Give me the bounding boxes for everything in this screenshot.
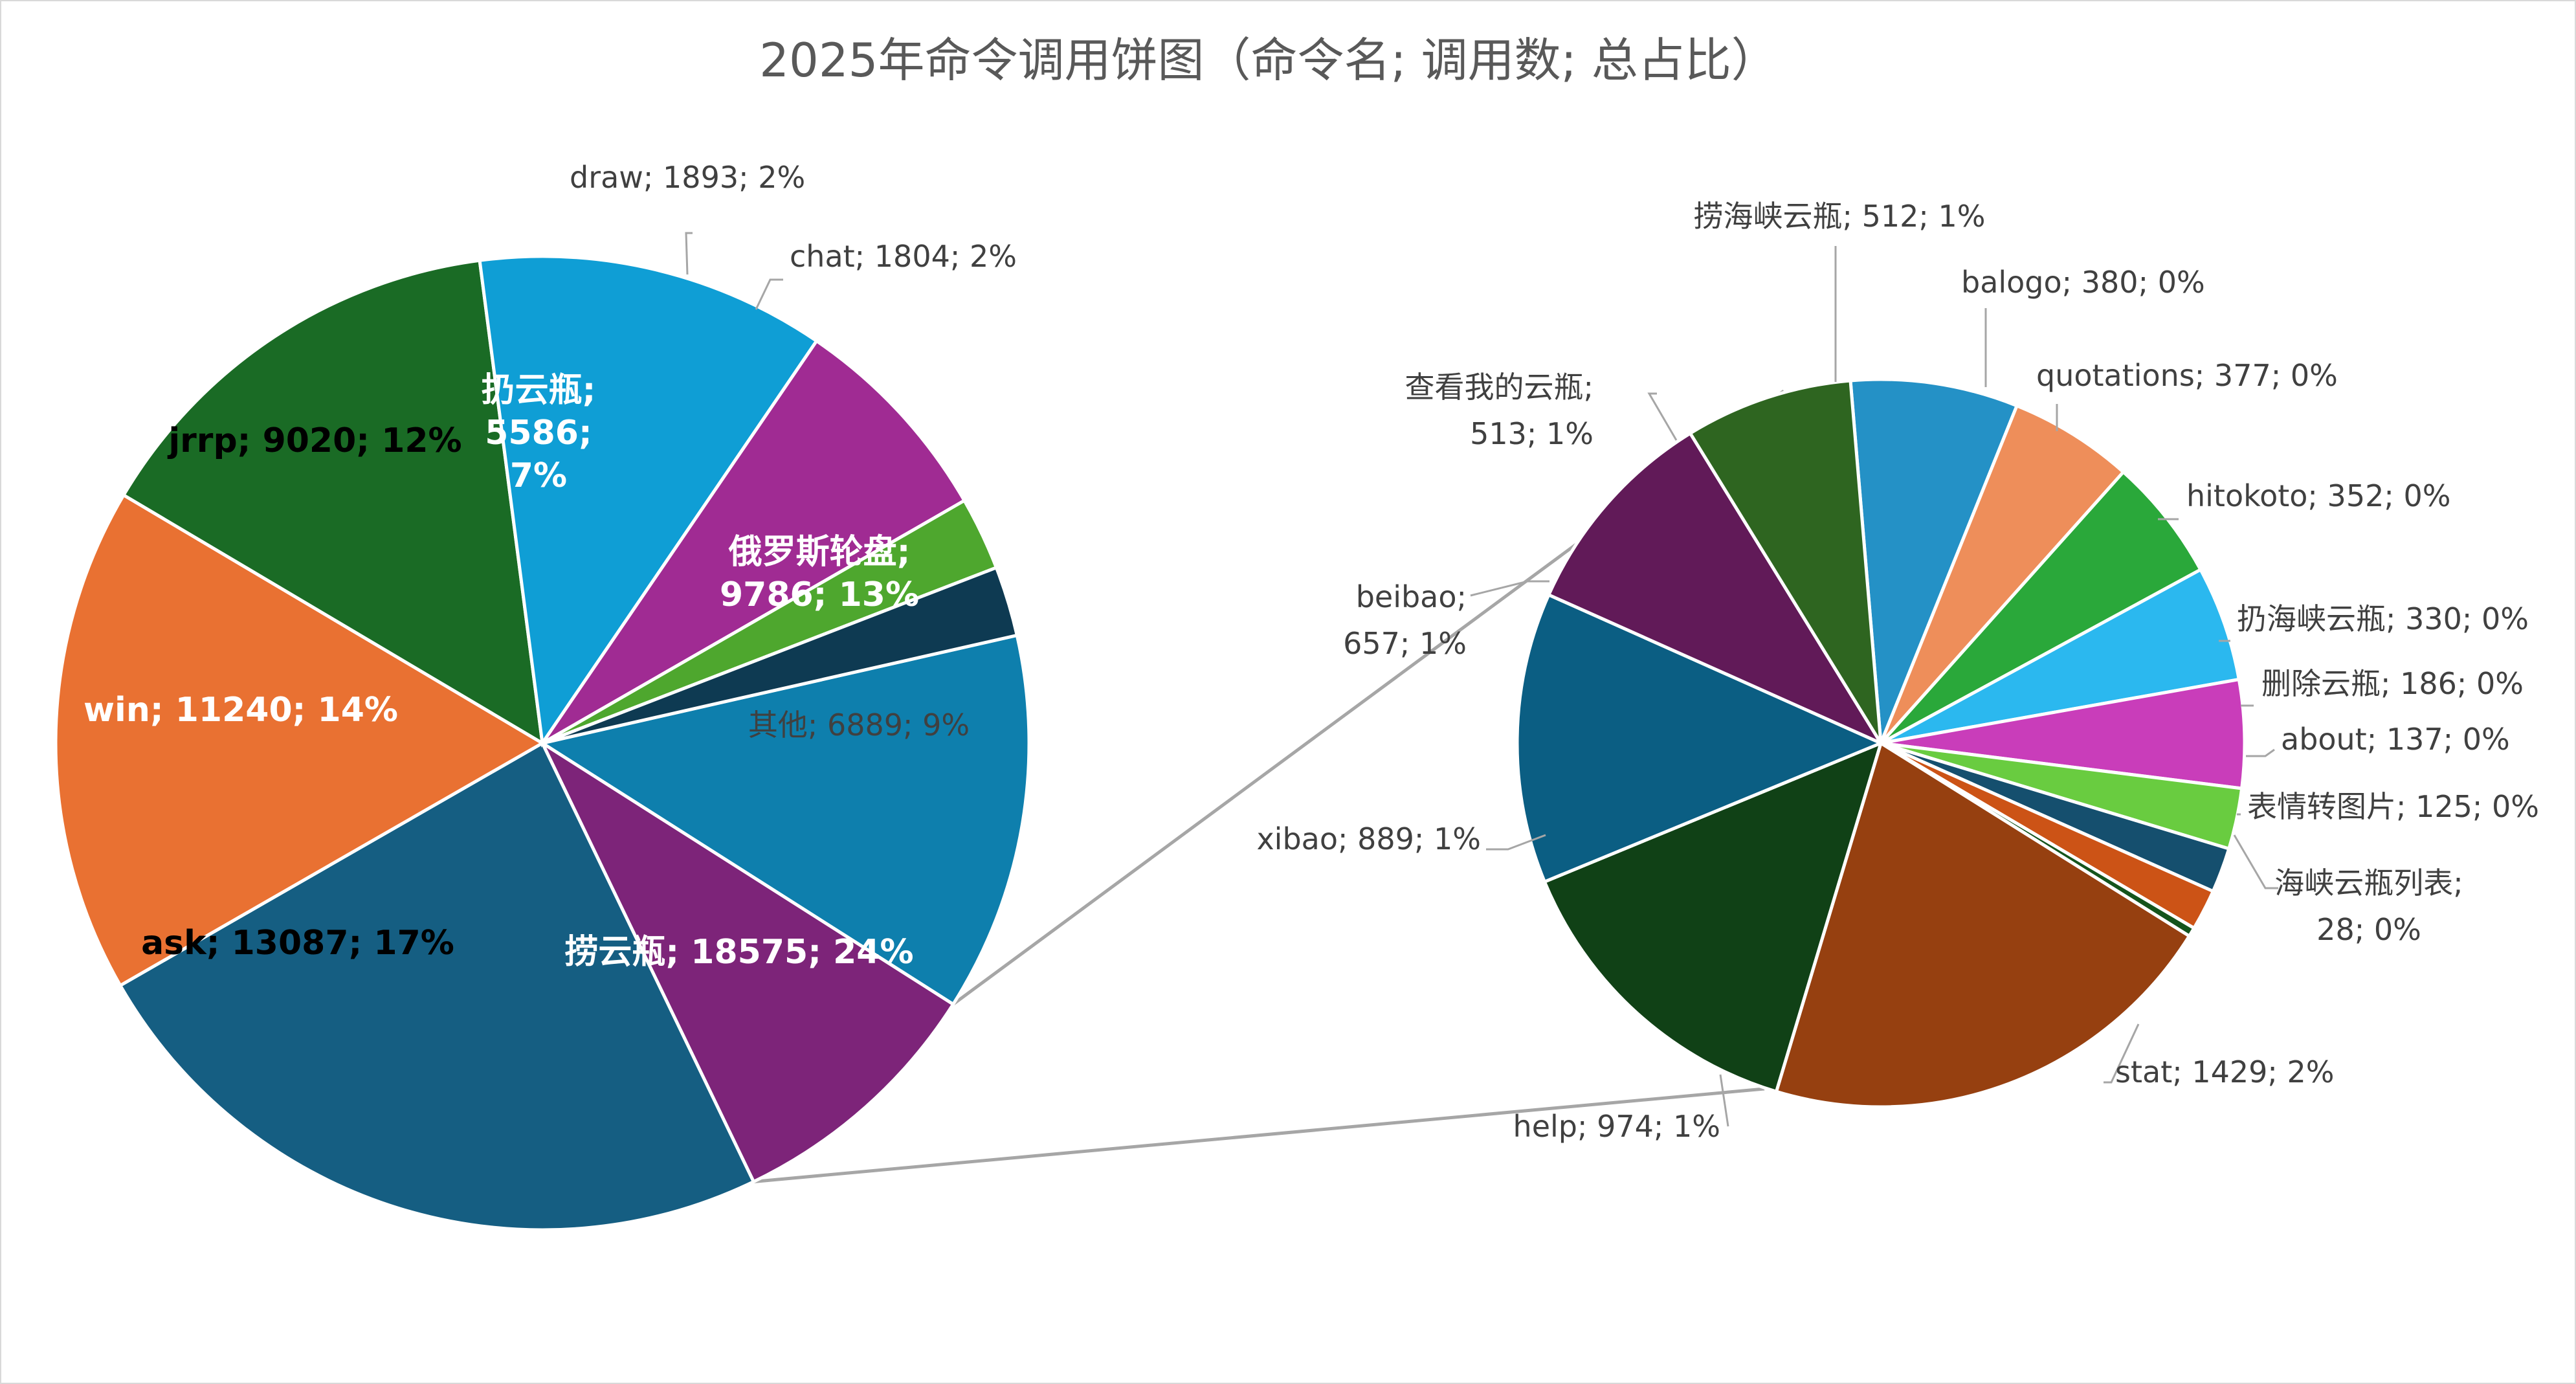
sub-slice-item bbox=[1849, 377, 2019, 744]
leader-draw bbox=[685, 232, 693, 275]
sub-slice-xibao bbox=[1515, 592, 1885, 884]
data-label-draw: draw; 1893; 2% bbox=[570, 160, 805, 195]
data-label-chat: chat; 1804; 2% bbox=[790, 239, 1017, 274]
connector-line-bottom bbox=[753, 1087, 1765, 1183]
data-label-item: 删除云瓶; 186; 0% bbox=[2261, 666, 2524, 701]
data-label-ask: ask; 13087; 17% bbox=[141, 924, 454, 963]
main-slice-jrrp bbox=[478, 254, 819, 748]
main-pie bbox=[54, 254, 1031, 1232]
main-slice-item bbox=[538, 739, 956, 1184]
data-label-xibao: xibao; 889; 1% bbox=[1256, 821, 1481, 856]
data-label-item: 海峡云瓶列表; 28; 0% bbox=[2274, 865, 2463, 947]
leader-item bbox=[1647, 392, 1678, 441]
data-label-item: 捞海峡云瓶; 512; 1% bbox=[1693, 199, 1985, 234]
main-slice-item bbox=[118, 741, 756, 1232]
data-label-balogo: balogo; 380; 0% bbox=[1961, 265, 2205, 300]
data-label-jrrp: jrrp; 9020; 12% bbox=[167, 421, 461, 460]
sub-slice-hitokoto bbox=[1880, 567, 2241, 745]
data-label-about: about; 137; 0% bbox=[2281, 722, 2510, 757]
leader-item bbox=[2233, 834, 2278, 889]
data-label-item: 查看我的云瓶; 513; 1% bbox=[1405, 370, 1594, 451]
main-slice-item bbox=[540, 339, 967, 745]
leader-xibao bbox=[1486, 834, 1546, 851]
data-label-help: help; 974; 1% bbox=[1513, 1109, 1720, 1144]
main-slice-item bbox=[538, 633, 1031, 1007]
leader-about bbox=[2246, 748, 2275, 757]
main-slice-chat bbox=[542, 565, 1019, 745]
data-label-hitokoto: hitokoto; 352; 0% bbox=[2186, 478, 2450, 513]
main-slice-ask bbox=[54, 493, 546, 988]
data-label-item: 表情转图片; 125; 0% bbox=[2247, 789, 2539, 824]
main-slice-win bbox=[121, 258, 545, 746]
leader-beibao bbox=[1470, 580, 1549, 597]
sub-slice-item bbox=[1688, 379, 1883, 744]
data-label-item: 其他; 6889; 9% bbox=[748, 708, 970, 742]
data-label-stat: stat; 1429; 2% bbox=[2115, 1055, 2335, 1089]
sub-slice-stat bbox=[1774, 741, 2192, 1109]
data-label-win: win; 11240; 14% bbox=[83, 691, 398, 730]
sub-slice-item bbox=[1880, 677, 2247, 790]
data-label-item: 捞云瓶; 18575; 24% bbox=[564, 933, 913, 972]
sub-slice-balogo bbox=[1879, 403, 2126, 744]
data-label-item: 俄罗斯轮盘; 9786; 13% bbox=[720, 533, 919, 614]
data-label-quotations: quotations; 377; 0% bbox=[2036, 358, 2338, 393]
data-label-beibao: beibao; 657; 1% bbox=[1343, 579, 1467, 661]
sub-slice-help bbox=[1542, 740, 1883, 1094]
leader-stat bbox=[2104, 1023, 2140, 1084]
leader-lines bbox=[685, 232, 2278, 1127]
data-label-item: 扔海峡云瓶; 330; 0% bbox=[2237, 601, 2529, 636]
data-labels: 俄罗斯轮盘; 9786; 13% 其他; 6889; 9% 捞云瓶; 18575; 2… bbox=[83, 160, 2539, 1144]
leader-chat bbox=[755, 278, 783, 310]
sub-slice-beibao bbox=[1546, 430, 1885, 747]
secondary-pie bbox=[1515, 377, 2247, 1109]
chart-title: 2025年命令调用饼图（命令名; 调用数; 总占比） bbox=[759, 33, 1778, 87]
data-label-item: 扔云瓶; 5586; 7% bbox=[482, 371, 596, 495]
sub-slice-quotations bbox=[1880, 469, 2203, 745]
leader-help bbox=[1719, 1074, 1729, 1127]
